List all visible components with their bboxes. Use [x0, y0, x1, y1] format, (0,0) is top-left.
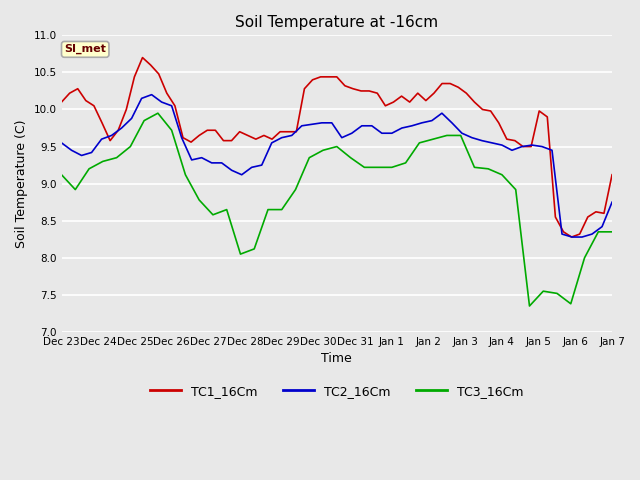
Legend: TC1_16Cm, TC2_16Cm, TC3_16Cm: TC1_16Cm, TC2_16Cm, TC3_16Cm [145, 380, 529, 403]
Text: SI_met: SI_met [64, 44, 106, 55]
Y-axis label: Soil Temperature (C): Soil Temperature (C) [15, 120, 28, 248]
Title: Soil Temperature at -16cm: Soil Temperature at -16cm [236, 15, 438, 30]
X-axis label: Time: Time [321, 352, 352, 365]
